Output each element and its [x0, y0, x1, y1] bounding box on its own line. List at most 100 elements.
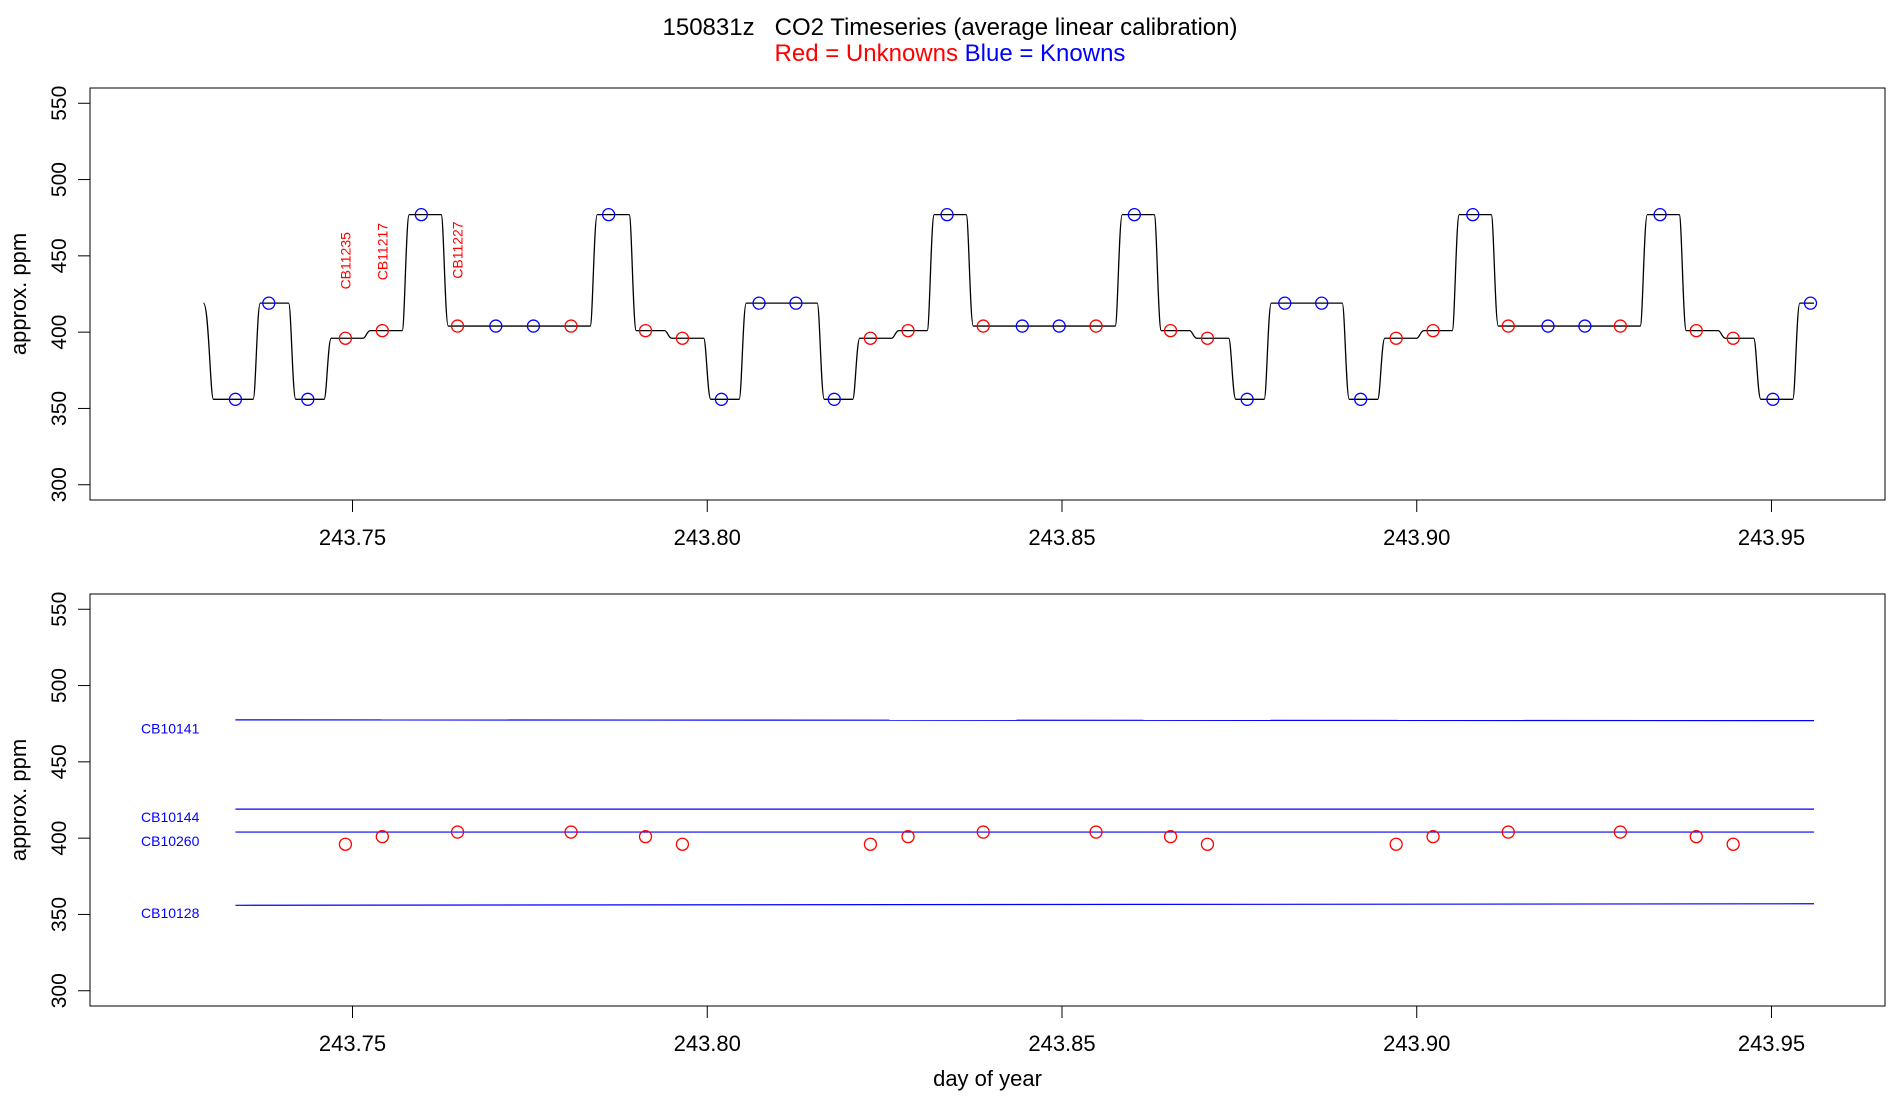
known-point — [1541, 319, 1555, 333]
unknown-point — [1089, 319, 1103, 333]
panel-top: 300 350 400 450 500 550 approx. ppm 243.75 243.8… — [6, 86, 1886, 550]
unknown-point — [1163, 829, 1178, 844]
unknown-point — [564, 319, 578, 333]
run-id: 150831z — [662, 14, 755, 41]
unknown-point — [338, 331, 353, 345]
known-point — [301, 392, 315, 406]
known-point — [1127, 208, 1142, 222]
legend-unknowns: Red = Unknowns — [774, 40, 958, 67]
unknown-point — [564, 825, 578, 839]
x-tick-label: 243.85 — [1028, 525, 1095, 550]
y-axis-label: approx. ppm — [6, 739, 31, 861]
known-point — [1315, 296, 1329, 310]
unknown-point — [1163, 323, 1178, 338]
reference-line-CB10141 — [235, 719, 1815, 722]
x-tick-label: 243.85 — [1028, 1031, 1095, 1056]
annotation-CB11217: CB11217 — [374, 223, 390, 281]
known-point — [1803, 296, 1818, 310]
unknown-point — [976, 825, 990, 839]
title-text: CO2 Timeseries (average linear calibrati… — [774, 14, 1238, 41]
y-axis: 300 350 400 450 500 550 approx. ppm — [6, 86, 91, 502]
plot-frame — [89, 593, 1886, 1007]
reference-label-CB10144: CB10144 — [141, 809, 200, 825]
unknown-point — [638, 829, 653, 844]
known-point — [1015, 319, 1029, 333]
unknown-point — [1200, 331, 1215, 345]
y-tick-label: 500 — [48, 668, 71, 703]
plot-frame — [89, 87, 1886, 501]
x-tick-label: 243.95 — [1738, 1031, 1805, 1056]
y-tick-label: 450 — [48, 238, 71, 273]
unknown-point — [338, 837, 353, 851]
unknown-point — [901, 323, 915, 338]
unknown-point — [450, 319, 465, 333]
unknown-point — [1200, 837, 1215, 851]
x-tick-label: 243.75 — [319, 525, 386, 550]
x-tick-label: 243.75 — [319, 1031, 386, 1056]
unknown-point — [863, 331, 878, 345]
known-point — [752, 296, 766, 310]
unknown-point — [375, 829, 389, 844]
known-point — [601, 208, 616, 222]
unknown-point — [375, 323, 389, 338]
unknown-point — [675, 837, 690, 851]
unknown-point — [901, 829, 915, 844]
unknown-point — [1726, 837, 1740, 851]
known-point — [262, 296, 276, 310]
known-point — [1766, 392, 1780, 406]
chart-legend: Red = Unknowns Blue = Knowns — [0, 40, 1900, 68]
reference-label-CB10141: CB10141 — [141, 720, 200, 736]
chart-title: 150831z CO2 Timeseries (average linear c… — [0, 14, 1900, 42]
known-point — [714, 392, 729, 406]
unknown-point — [638, 323, 653, 338]
unknown-point — [1613, 825, 1628, 839]
x-axis: 243.75 243.80 243.85 243.90 243.95 — [319, 499, 1805, 550]
x-tick-label: 243.95 — [1738, 525, 1805, 550]
unknown-point — [976, 319, 990, 333]
known-point — [228, 392, 243, 406]
unknown-point — [450, 825, 465, 839]
known-point — [1466, 208, 1480, 222]
annotation-CB11227: CB11227 — [450, 221, 466, 279]
y-axis-label: approx. ppm — [6, 233, 31, 355]
y-tick-label: 300 — [48, 467, 71, 502]
reference-line-CB10128 — [235, 903, 1815, 906]
unknown-point — [1426, 829, 1440, 844]
y-tick-label: 350 — [48, 897, 71, 932]
unknown-point — [1389, 331, 1403, 345]
y-tick-label: 550 — [48, 86, 71, 121]
unknown-point — [863, 837, 878, 851]
unknown-point — [675, 331, 690, 345]
unknown-point — [1726, 331, 1740, 345]
reference-label-CB10128: CB10128 — [141, 905, 200, 921]
known-point — [414, 208, 428, 222]
known-point — [526, 319, 541, 333]
known-point — [1578, 319, 1592, 333]
y-axis: 300 350 400 450 500 550 approx. ppm — [6, 592, 91, 1008]
annotation-CB11235: CB11235 — [337, 232, 353, 290]
y-tick-label: 550 — [48, 592, 71, 627]
known-point — [1653, 208, 1667, 222]
known-point — [1052, 319, 1066, 333]
x-tick-label: 243.80 — [674, 1031, 741, 1056]
trace-line — [202, 214, 1815, 400]
x-tick-label: 243.90 — [1383, 525, 1450, 550]
x-tick-label: 243.90 — [1383, 1031, 1450, 1056]
known-point — [789, 296, 803, 310]
legend-knowns: Blue = Knowns — [964, 40, 1126, 67]
y-tick-label: 400 — [48, 821, 71, 856]
unknown-point — [1613, 319, 1628, 333]
reference-label-CB10260: CB10260 — [141, 833, 200, 849]
known-point — [827, 392, 841, 406]
x-axis-label: day of year — [933, 1066, 1042, 1091]
unknown-point — [1689, 323, 1703, 338]
panel-bottom: 300 350 400 450 500 550 approx. ppm 243.75 243.8… — [6, 592, 1886, 1091]
unknown-point — [1389, 837, 1403, 851]
y-tick-label: 300 — [48, 973, 71, 1008]
known-point — [489, 319, 503, 333]
known-point — [1354, 392, 1368, 406]
y-tick-label: 450 — [48, 744, 71, 779]
y-tick-label: 500 — [48, 162, 71, 197]
known-point — [1240, 392, 1254, 406]
